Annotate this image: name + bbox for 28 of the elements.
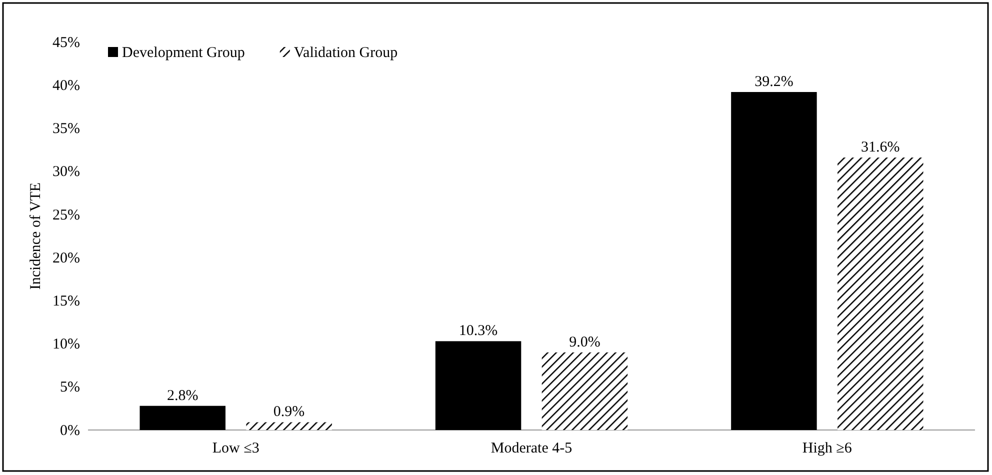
y-tick-label: 35%	[52, 121, 80, 138]
y-tick-label: 40%	[52, 78, 80, 94]
y-tick-label: 45%	[52, 34, 80, 51]
y-tick-label: 20%	[52, 250, 80, 266]
bar	[838, 158, 924, 430]
x-tick-label: Low ≤3	[212, 440, 260, 457]
y-tick-label: 5%	[60, 380, 80, 396]
data-label: 31.6%	[861, 140, 900, 156]
y-tick-label: 10%	[52, 336, 80, 353]
y-tick-label: 30%	[52, 164, 80, 180]
y-tick-label: 25%	[52, 207, 80, 224]
x-tick-label: Moderate 4-5	[490, 440, 572, 457]
y-tick-label: 15%	[52, 293, 80, 310]
bar	[542, 352, 628, 430]
y-tick-label: 0%	[60, 422, 80, 439]
bar	[731, 92, 817, 430]
legend-label: Validation Group	[294, 45, 398, 61]
y-axis-title: Incidence of VTE	[28, 182, 44, 290]
legend-label: Development Group	[122, 45, 245, 61]
data-label: 2.8%	[166, 388, 198, 404]
bar	[246, 422, 332, 430]
data-label: 39.2%	[754, 74, 794, 90]
bar	[435, 341, 522, 430]
x-tick-label: High ≥6	[802, 440, 852, 457]
data-label: 0.9%	[273, 404, 305, 420]
data-label: 10.3%	[458, 323, 498, 340]
data-label: 9.0%	[569, 334, 600, 350]
bar	[140, 406, 226, 430]
